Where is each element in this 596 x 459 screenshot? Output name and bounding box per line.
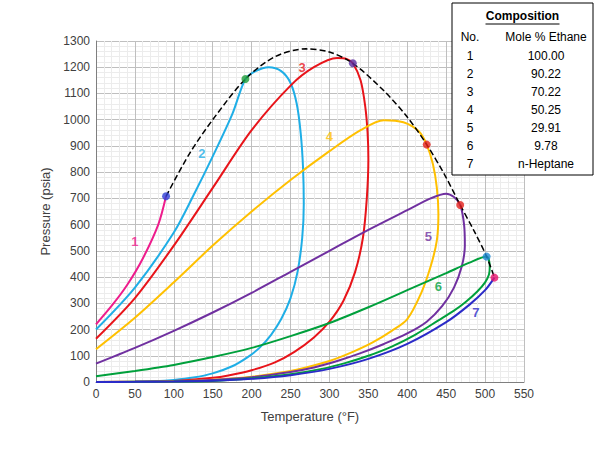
svg-text:50.25: 50.25 bbox=[531, 103, 561, 117]
svg-text:500: 500 bbox=[70, 244, 90, 258]
svg-text:70.22: 70.22 bbox=[531, 85, 561, 99]
svg-text:500: 500 bbox=[475, 387, 495, 401]
svg-text:550: 550 bbox=[514, 387, 534, 401]
svg-text:1: 1 bbox=[131, 234, 138, 249]
svg-text:400: 400 bbox=[397, 387, 417, 401]
svg-text:250: 250 bbox=[281, 387, 301, 401]
svg-text:No.: No. bbox=[461, 30, 480, 44]
svg-text:4: 4 bbox=[326, 129, 334, 144]
svg-text:450: 450 bbox=[436, 387, 456, 401]
svg-text:9.78: 9.78 bbox=[534, 139, 558, 153]
svg-text:1100: 1100 bbox=[64, 86, 90, 100]
svg-text:6: 6 bbox=[435, 279, 442, 294]
svg-text:1: 1 bbox=[467, 49, 474, 63]
svg-text:100: 100 bbox=[70, 349, 90, 363]
svg-text:2: 2 bbox=[467, 67, 474, 81]
svg-text:2: 2 bbox=[198, 146, 205, 161]
svg-text:1300: 1300 bbox=[63, 34, 90, 48]
svg-text:Temperature (°F): Temperature (°F) bbox=[261, 409, 359, 424]
svg-text:7: 7 bbox=[467, 157, 474, 171]
svg-text:3: 3 bbox=[467, 85, 474, 99]
svg-text:200: 200 bbox=[242, 387, 262, 401]
svg-text:90.22: 90.22 bbox=[531, 67, 561, 81]
svg-text:1000: 1000 bbox=[63, 113, 90, 127]
svg-text:7: 7 bbox=[472, 305, 479, 320]
svg-text:150: 150 bbox=[203, 387, 223, 401]
svg-text:200: 200 bbox=[70, 323, 90, 337]
svg-text:Pressure (psia): Pressure (psia) bbox=[38, 167, 53, 255]
svg-text:100.00: 100.00 bbox=[528, 49, 565, 63]
svg-text:800: 800 bbox=[70, 165, 90, 179]
svg-text:0: 0 bbox=[83, 375, 90, 389]
svg-text:300: 300 bbox=[319, 387, 339, 401]
svg-text:n-Heptane: n-Heptane bbox=[518, 157, 574, 171]
svg-text:Composition: Composition bbox=[486, 9, 559, 23]
svg-text:3: 3 bbox=[299, 60, 306, 75]
svg-text:5: 5 bbox=[425, 229, 432, 244]
svg-text:400: 400 bbox=[70, 270, 90, 284]
svg-text:700: 700 bbox=[70, 191, 90, 205]
svg-text:6: 6 bbox=[467, 139, 474, 153]
svg-text:900: 900 bbox=[70, 139, 90, 153]
svg-text:4: 4 bbox=[467, 103, 474, 117]
svg-text:5: 5 bbox=[467, 121, 474, 135]
svg-text:350: 350 bbox=[358, 387, 378, 401]
svg-text:Mole % Ethane: Mole % Ethane bbox=[505, 30, 587, 44]
svg-text:100: 100 bbox=[164, 387, 184, 401]
svg-text:300: 300 bbox=[70, 296, 90, 310]
svg-text:1200: 1200 bbox=[63, 60, 90, 74]
svg-text:50: 50 bbox=[128, 387, 142, 401]
svg-text:29.91: 29.91 bbox=[531, 121, 561, 135]
svg-text:0: 0 bbox=[93, 387, 100, 401]
svg-text:600: 600 bbox=[70, 218, 90, 232]
